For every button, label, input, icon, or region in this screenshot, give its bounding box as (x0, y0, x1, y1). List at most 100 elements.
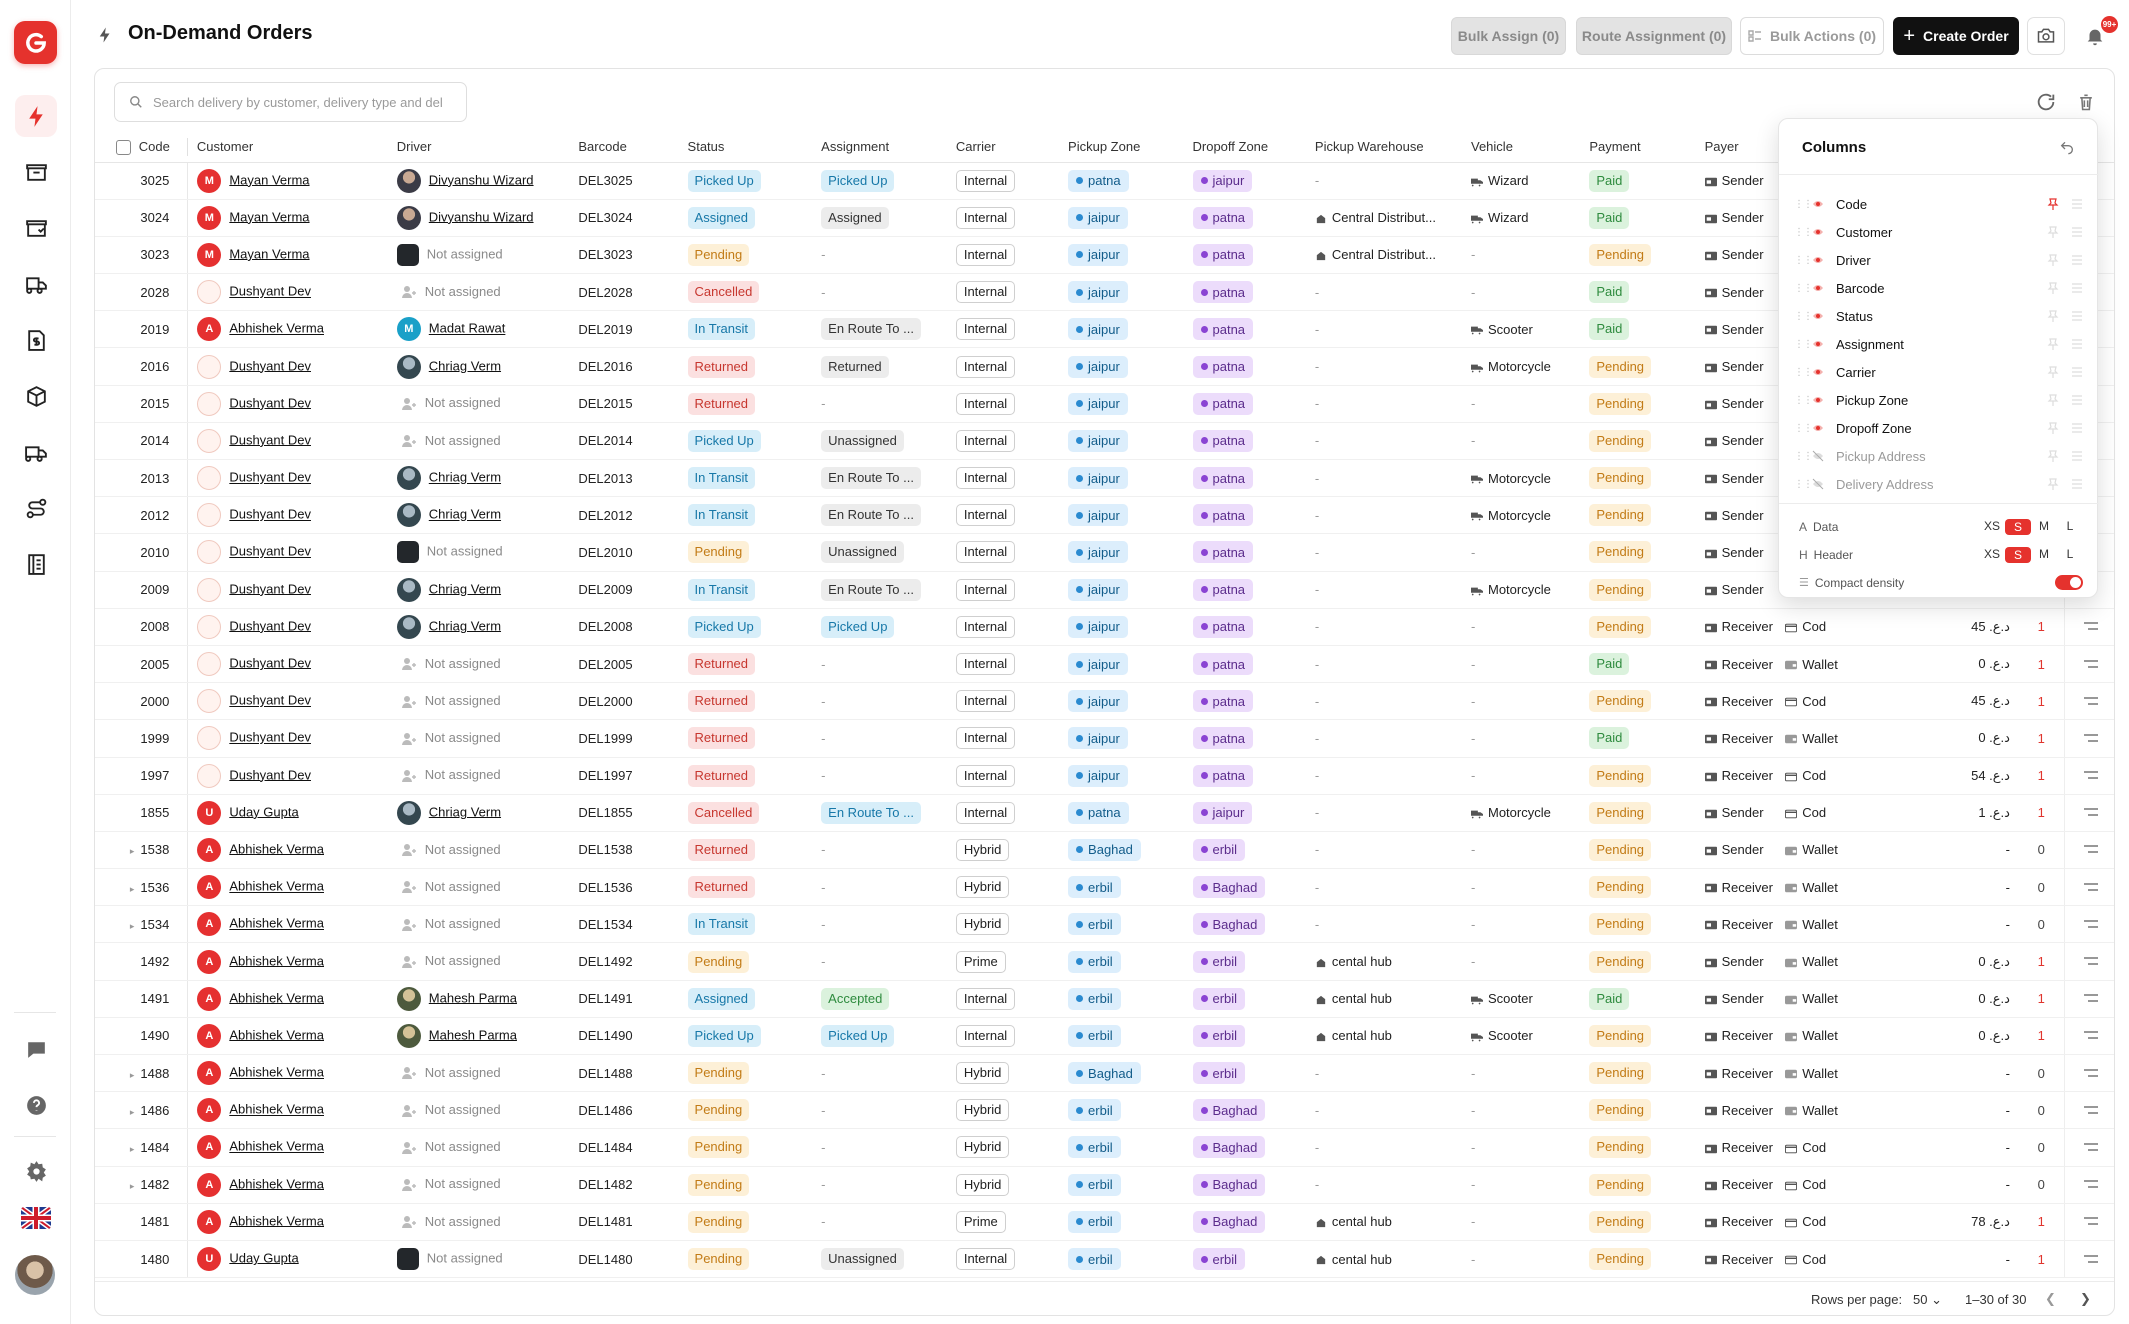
driver-link[interactable]: Chriag Verm (428, 469, 502, 485)
table-row[interactable]: ▸ 1488 A Abhishek Verma Not assigned DEL1488 P… (95, 1054, 2114, 1093)
nav-inventory[interactable] (15, 207, 57, 249)
table-row[interactable]: 1855 U Uday Gupta Chriag Verm DEL1855 Cancell… (95, 794, 2114, 832)
eye-icon[interactable] (1812, 338, 1824, 350)
row-menu-icon[interactable] (2083, 621, 2099, 631)
table-row[interactable]: ▸ 1538 A Abhishek Verma Not assigned DEL1538 R… (95, 831, 2114, 870)
align-icon[interactable] (2070, 281, 2084, 295)
eye-icon[interactable] (1812, 394, 1824, 406)
expand-caret-icon[interactable]: ▸ (129, 1181, 135, 1192)
customer-link[interactable]: Mayan Verma (229, 209, 310, 225)
table-row[interactable]: 1491 A Abhishek Verma Mahesh Parma DEL1491 As… (95, 980, 2114, 1018)
nav-help[interactable] (15, 1084, 57, 1126)
customer-link[interactable]: Abhishek Verma (229, 1064, 324, 1080)
header-size-option[interactable]: S (2005, 547, 2031, 563)
search-input[interactable]: Search delivery by customer, delivery ty… (114, 82, 467, 122)
header-vehicle[interactable]: Vehicle (1462, 132, 1581, 163)
customer-link[interactable]: Dushyant Dev (229, 729, 311, 745)
row-menu-icon[interactable] (2083, 1068, 2099, 1078)
customer-link[interactable]: Abhishek Verma (229, 952, 324, 968)
customer-link[interactable]: Mayan Verma (229, 246, 310, 262)
column-toggle-item[interactable]: ⋮⋮ Carrier (1794, 359, 2084, 385)
rows-per-page-select[interactable]: 50 ⌄ (1913, 1292, 1942, 1307)
customer-link[interactable]: Dushyant Dev (229, 357, 311, 373)
pin-icon[interactable] (2046, 393, 2060, 407)
photo-capture-button[interactable] (2027, 17, 2065, 55)
row-menu-icon[interactable] (2083, 696, 2099, 706)
eye-icon[interactable] (1812, 226, 1824, 238)
align-icon[interactable] (2070, 449, 2084, 463)
eye-icon[interactable] (1812, 282, 1824, 294)
driver-link[interactable]: Madat Rawat (428, 320, 506, 336)
pin-icon[interactable] (2046, 253, 2060, 267)
align-icon[interactable] (2070, 197, 2084, 211)
route-assignment-button[interactable]: Route Assignment (0) (1576, 17, 1732, 55)
data-size-option[interactable]: XS (1983, 519, 2000, 533)
pin-icon[interactable] (2046, 421, 2060, 435)
data-size-option[interactable]: L (2066, 519, 2074, 533)
eye-off-icon[interactable] (1812, 478, 1824, 490)
expand-caret-icon[interactable]: ▸ (129, 846, 135, 857)
bulk-assign-button[interactable]: Bulk Assign (0) (1451, 17, 1566, 55)
bulk-actions-button[interactable]: Bulk Actions (0) (1740, 17, 1884, 55)
drag-handle-icon[interactable]: ⋮⋮ (1794, 198, 1813, 210)
customer-link[interactable]: Dushyant Dev (229, 767, 311, 783)
row-menu-icon[interactable] (2083, 770, 2099, 780)
customer-link[interactable]: Abhishek Verma (229, 1101, 324, 1117)
customer-link[interactable]: Abhishek Verma (229, 1027, 324, 1043)
drag-handle-icon[interactable]: ⋮⋮ (1794, 338, 1813, 350)
drag-handle-icon[interactable]: ⋮⋮ (1794, 478, 1813, 490)
align-icon[interactable] (2070, 225, 2084, 239)
table-row[interactable]: 1997 Dushyant Dev Not assigned DEL1997 Retur… (95, 757, 2114, 795)
drag-handle-icon[interactable]: ⋮⋮ (1794, 450, 1813, 462)
drag-handle-icon[interactable]: ⋮⋮ (1794, 422, 1813, 434)
pin-icon[interactable] (2046, 225, 2060, 239)
customer-link[interactable]: Mayan Verma (229, 172, 310, 188)
driver-link[interactable]: Divyanshu Wizard (428, 209, 534, 225)
driver-link[interactable]: Divyanshu Wizard (428, 172, 534, 188)
align-icon[interactable] (2070, 253, 2084, 267)
table-row[interactable]: ▸ 1536 A Abhishek Verma Not assigned DEL1536 R… (95, 868, 2114, 907)
drag-handle-icon[interactable]: ⋮⋮ (1794, 282, 1813, 294)
eye-icon[interactable] (1812, 366, 1824, 378)
customer-link[interactable]: Dushyant Dev (229, 395, 311, 411)
table-row[interactable]: 2000 Dushyant Dev Not assigned DEL2000 Retur… (95, 682, 2114, 721)
column-toggle-item[interactable]: ⋮⋮ Status (1794, 303, 2084, 329)
table-row[interactable]: ▸ 1534 A Abhishek Verma Not assigned DEL1534 I… (95, 905, 2114, 944)
row-menu-icon[interactable] (2083, 1105, 2099, 1115)
header-size-option[interactable]: XS (1983, 547, 2000, 561)
language-flag-icon[interactable] (21, 1207, 51, 1229)
pin-icon[interactable] (2046, 309, 2060, 323)
row-menu-icon[interactable] (2083, 882, 2099, 892)
row-menu-icon[interactable] (2083, 1254, 2099, 1264)
align-icon[interactable] (2070, 477, 2084, 491)
align-icon[interactable] (2070, 309, 2084, 323)
driver-link[interactable]: Chriag Verm (428, 581, 502, 597)
header-dropoff-zone[interactable]: Dropoff Zone (1183, 132, 1306, 163)
driver-link[interactable]: Mahesh Parma (428, 1027, 517, 1043)
expand-caret-icon[interactable]: ▸ (129, 1143, 135, 1154)
reset-icon[interactable] (2059, 139, 2075, 155)
table-row[interactable]: 2012 Dushyant Dev Chriag Verm DEL2012 In Tra… (95, 496, 2114, 535)
customer-link[interactable]: Abhishek Verma (229, 1138, 324, 1154)
app-logo[interactable] (14, 21, 57, 64)
eye-off-icon[interactable] (1812, 450, 1824, 462)
table-row[interactable]: 2005 Dushyant Dev Not assigned DEL2005 Retur… (95, 645, 2114, 684)
column-toggle-item[interactable]: ⋮⋮ Assignment (1794, 331, 2084, 357)
row-menu-icon[interactable] (2083, 1216, 2099, 1226)
prev-page-icon[interactable]: ❮ (2045, 1291, 2056, 1306)
next-page-icon[interactable]: ❯ (2080, 1291, 2091, 1306)
nav-fleet[interactable] (15, 263, 57, 305)
nav-settings[interactable] (15, 1150, 57, 1192)
column-toggle-item[interactable]: ⋮⋮ Code (1794, 191, 2084, 217)
customer-link[interactable]: Dushyant Dev (229, 655, 311, 671)
nav-orders[interactable] (15, 151, 57, 193)
user-avatar[interactable] (15, 1255, 55, 1295)
customer-link[interactable]: Abhishek Verma (229, 990, 324, 1006)
customer-link[interactable]: Abhishek Verma (229, 1213, 324, 1229)
align-icon[interactable] (2070, 365, 2084, 379)
pin-icon[interactable] (2046, 281, 2060, 295)
table-row[interactable]: 2008 Dushyant Dev Chriag Verm DEL2008 Picked… (95, 608, 2114, 646)
header-payment[interactable]: Payment (1580, 132, 1696, 163)
pin-icon[interactable] (2046, 477, 2060, 491)
customer-link[interactable]: Abhishek Verma (229, 841, 324, 857)
